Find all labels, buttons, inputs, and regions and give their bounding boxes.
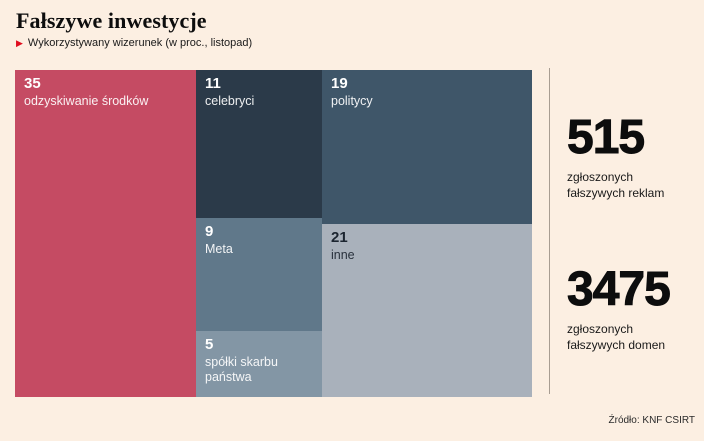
- header: Fałszywe inwestycje ▶ Wykorzystywany wiz…: [16, 8, 252, 49]
- stat-label-line: fałszywych domen: [567, 338, 666, 353]
- tile-value: 9: [205, 223, 214, 240]
- stat-label-line: zgłoszonych: [567, 170, 634, 184]
- source-note: Źródło: KNF CSIRT: [608, 415, 696, 426]
- treemap-tile-meta: 9 Meta: [196, 218, 322, 331]
- tile-label: inne: [331, 247, 355, 262]
- stat-fake-ads: 515 zgłoszonych fałszywych reklam: [566, 111, 664, 201]
- subtitle-marker-icon: ▶: [16, 37, 23, 48]
- stat-label-line: zgłoszonych: [567, 322, 634, 336]
- chart-subtitle: Wykorzystywany wizerunek (w proc., listo…: [27, 37, 253, 50]
- treemap-tile-spółki-skarbu-państwa: 5 spółki skarbu państwa: [196, 331, 322, 397]
- tile-label: spółki skarbu państwa: [205, 354, 278, 385]
- chart-subtitle-row: ▶ Wykorzystywany wizerunek (w proc., lis…: [16, 37, 252, 49]
- treemap-chart: 35 odzyskiwanie środków 11 celebryci 9 Meta 5 s…: [15, 70, 532, 397]
- stat-fake-domains-value: 3475: [567, 263, 672, 316]
- tile-value: 11: [205, 75, 221, 92]
- tile-value: 5: [205, 336, 214, 353]
- tile-label: odzyskiwanie środków: [24, 93, 149, 108]
- tile-value: 35: [24, 75, 41, 92]
- treemap-tile-politycy: 19 politycy: [322, 70, 532, 224]
- stat-label-line: fałszywych reklam: [567, 186, 665, 201]
- treemap-tile-inne: 21 inne: [322, 224, 532, 397]
- tile-label: celebryci: [205, 93, 255, 108]
- divider-line: [549, 68, 550, 394]
- tile-value: 21: [331, 229, 348, 246]
- stat-fake-domains: 3475 zgłoszonych fałszywych domen: [567, 263, 672, 353]
- page-title: Fałszywe inwestycje: [16, 8, 207, 33]
- treemap-tile-celebryci: 11 celebryci: [196, 70, 322, 218]
- tile-label: Meta: [205, 241, 233, 256]
- treemap-tile-odzyskiwanie-środków: 35 odzyskiwanie środków: [15, 70, 196, 397]
- stat-fake-ads-value: 515: [566, 111, 645, 164]
- stat-fake-ads-label: zgłoszonych fałszywych reklam: [567, 169, 664, 201]
- stat-fake-domains-label: zgłoszonych fałszywych domen: [567, 321, 670, 353]
- tile-value: 19: [331, 75, 348, 92]
- tile-label: politycy: [331, 93, 373, 108]
